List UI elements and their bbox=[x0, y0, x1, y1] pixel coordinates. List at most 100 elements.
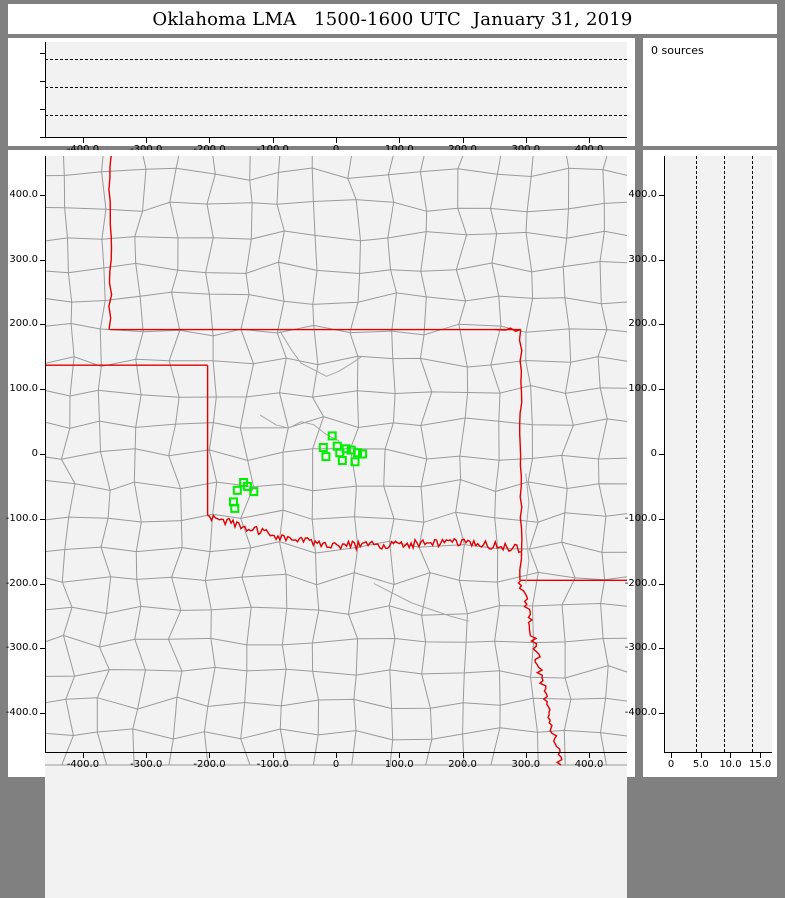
y-tick-label-7: -300.0 bbox=[624, 642, 657, 654]
map-source-markers[interactable] bbox=[45, 156, 627, 898]
gridline-h-5 bbox=[45, 114, 627, 116]
y-tick-label-0: 400.0 bbox=[9, 188, 38, 200]
height-histogram-panel[interactable]: 400.0 300.0 200.0 100.0 0 -100.0 -200.0 -300.0 -… bbox=[625, 150, 777, 777]
river-cimarron bbox=[259, 414, 340, 442]
source-marker[interactable] bbox=[321, 452, 331, 462]
source-marker[interactable] bbox=[318, 443, 328, 452]
y-tick-0 bbox=[40, 137, 46, 138]
source-marker[interactable] bbox=[341, 444, 351, 454]
state-border-west-panhandle bbox=[108, 156, 113, 330]
time-height-y-axis bbox=[45, 42, 46, 137]
x-tick-label-1: -300.0 bbox=[130, 759, 163, 770]
y-tick-label-1: 300.0 bbox=[9, 253, 38, 265]
map-plot-area[interactable] bbox=[45, 156, 627, 898]
source-marker[interactable] bbox=[337, 456, 347, 465]
x-tick-label-4: 0 bbox=[333, 144, 339, 155]
y-tick-7 bbox=[659, 648, 665, 650]
source-marker[interactable] bbox=[249, 487, 259, 497]
x-tick-6 bbox=[462, 752, 464, 758]
y-tick-2 bbox=[659, 324, 665, 326]
y-tick-label-5: -100.0 bbox=[624, 512, 657, 524]
x-tick-7 bbox=[525, 752, 527, 758]
source-marker[interactable] bbox=[230, 503, 240, 513]
plan-view-map-panel[interactable]: 400.0 300.0 200.0 100.0 0 -100.0 -200.0 -300.0 -… bbox=[5, 150, 635, 898]
height-histogram-x-axis bbox=[664, 752, 772, 753]
x-tick-8 bbox=[589, 137, 591, 143]
x-tick-0 bbox=[82, 752, 84, 758]
y-tick-1 bbox=[659, 259, 665, 261]
y-tick-0 bbox=[40, 194, 46, 196]
y-tick-label-2: 200.0 bbox=[628, 318, 657, 330]
y-tick-label-6: -200.0 bbox=[5, 577, 38, 589]
x-tick-1 bbox=[146, 752, 148, 758]
y-tick-label-1: 300.0 bbox=[628, 253, 657, 265]
x-tick-5 bbox=[399, 752, 401, 758]
x-tick-2 bbox=[730, 752, 732, 758]
y-tick-label-3: 100.0 bbox=[9, 383, 38, 395]
gridline-v-10 bbox=[724, 156, 725, 752]
x-tick-2 bbox=[209, 137, 211, 143]
y-tick-label-3: 100.0 bbox=[628, 383, 657, 395]
y-tick-4 bbox=[40, 454, 46, 455]
x-tick-4 bbox=[336, 137, 337, 143]
gridline-h-15 bbox=[45, 59, 627, 61]
x-tick-7 bbox=[525, 137, 527, 143]
x-tick-label-8: 400.0 bbox=[575, 144, 604, 155]
source-marker[interactable] bbox=[232, 485, 242, 495]
y-tick-label-4: 0 bbox=[31, 448, 38, 459]
gridline-h-10 bbox=[45, 87, 627, 88]
x-tick-label-0: -400.0 bbox=[67, 144, 99, 155]
river-east bbox=[525, 473, 530, 584]
x-tick-4 bbox=[336, 752, 337, 758]
title-bar: Oklahoma LMA 1500-1600 UTC January 31, 2… bbox=[8, 4, 777, 34]
x-tick-label-3: -100.0 bbox=[257, 144, 289, 155]
y-tick-2 bbox=[40, 81, 46, 83]
river-lower bbox=[373, 583, 469, 622]
county-lines-vertical bbox=[60, 156, 609, 766]
y-tick-label-5: -100.0 bbox=[5, 512, 38, 524]
x-tick-label-0: -400.0 bbox=[66, 759, 100, 770]
sources-panel: 0 sources bbox=[643, 38, 777, 146]
x-tick-label-8: 400.0 bbox=[574, 759, 604, 770]
y-tick-1 bbox=[40, 109, 46, 111]
y-tick-5 bbox=[40, 518, 46, 520]
river-arkansas-upper bbox=[278, 329, 362, 377]
time-height-plot-area[interactable] bbox=[45, 42, 627, 137]
x-tick-3 bbox=[760, 752, 762, 758]
sources-count-label: 0 sources bbox=[651, 44, 704, 57]
height-histogram-plot-area[interactable] bbox=[664, 156, 772, 752]
x-tick-label-2: -200.0 bbox=[193, 759, 226, 770]
y-tick-6 bbox=[659, 583, 665, 585]
y-tick-3 bbox=[40, 53, 46, 55]
source-marker[interactable] bbox=[350, 457, 360, 467]
gridline-v-5 bbox=[695, 156, 697, 752]
y-tick-4 bbox=[659, 454, 665, 455]
y-tick-label-7: -300.0 bbox=[5, 642, 38, 654]
source-marker[interactable] bbox=[242, 481, 252, 491]
x-tick-6 bbox=[462, 137, 464, 143]
gridline-v-15 bbox=[752, 156, 754, 752]
source-marker[interactable] bbox=[327, 431, 337, 441]
x-tick-label-3: -100.0 bbox=[256, 759, 289, 770]
x-tick-label-7: 300.0 bbox=[511, 759, 541, 770]
y-tick-1 bbox=[40, 259, 46, 261]
x-tick-3 bbox=[272, 137, 274, 143]
time-height-panel[interactable]: 05.010.015.0 -400.0-300.0-200.0-100.0010… bbox=[8, 38, 635, 155]
state-border-oklahoma-arkansas bbox=[518, 329, 523, 581]
y-tick-6 bbox=[40, 583, 46, 585]
x-tick-label-6: 200.0 bbox=[448, 144, 477, 155]
lma-viewer-window: Oklahoma LMA 1500-1600 UTC January 31, 2… bbox=[5, 4, 777, 898]
x-tick-1 bbox=[700, 752, 702, 758]
y-tick-3 bbox=[659, 389, 665, 391]
source-marker[interactable] bbox=[358, 449, 368, 459]
x-tick-label-4: 0 bbox=[332, 759, 340, 770]
y-tick-label-0: 400.0 bbox=[628, 188, 657, 200]
county-lines-horizontal bbox=[45, 167, 627, 766]
state-border-red-river bbox=[207, 514, 521, 554]
page-title: Oklahoma LMA 1500-1600 UTC January 31, 2… bbox=[152, 8, 633, 30]
x-tick-label-1: 5.0 bbox=[692, 759, 709, 770]
x-tick-label-2: 10.0 bbox=[719, 759, 742, 770]
y-tick-7 bbox=[40, 648, 46, 650]
x-tick-label-3: 15.0 bbox=[748, 759, 772, 770]
source-marker[interactable] bbox=[353, 448, 362, 458]
